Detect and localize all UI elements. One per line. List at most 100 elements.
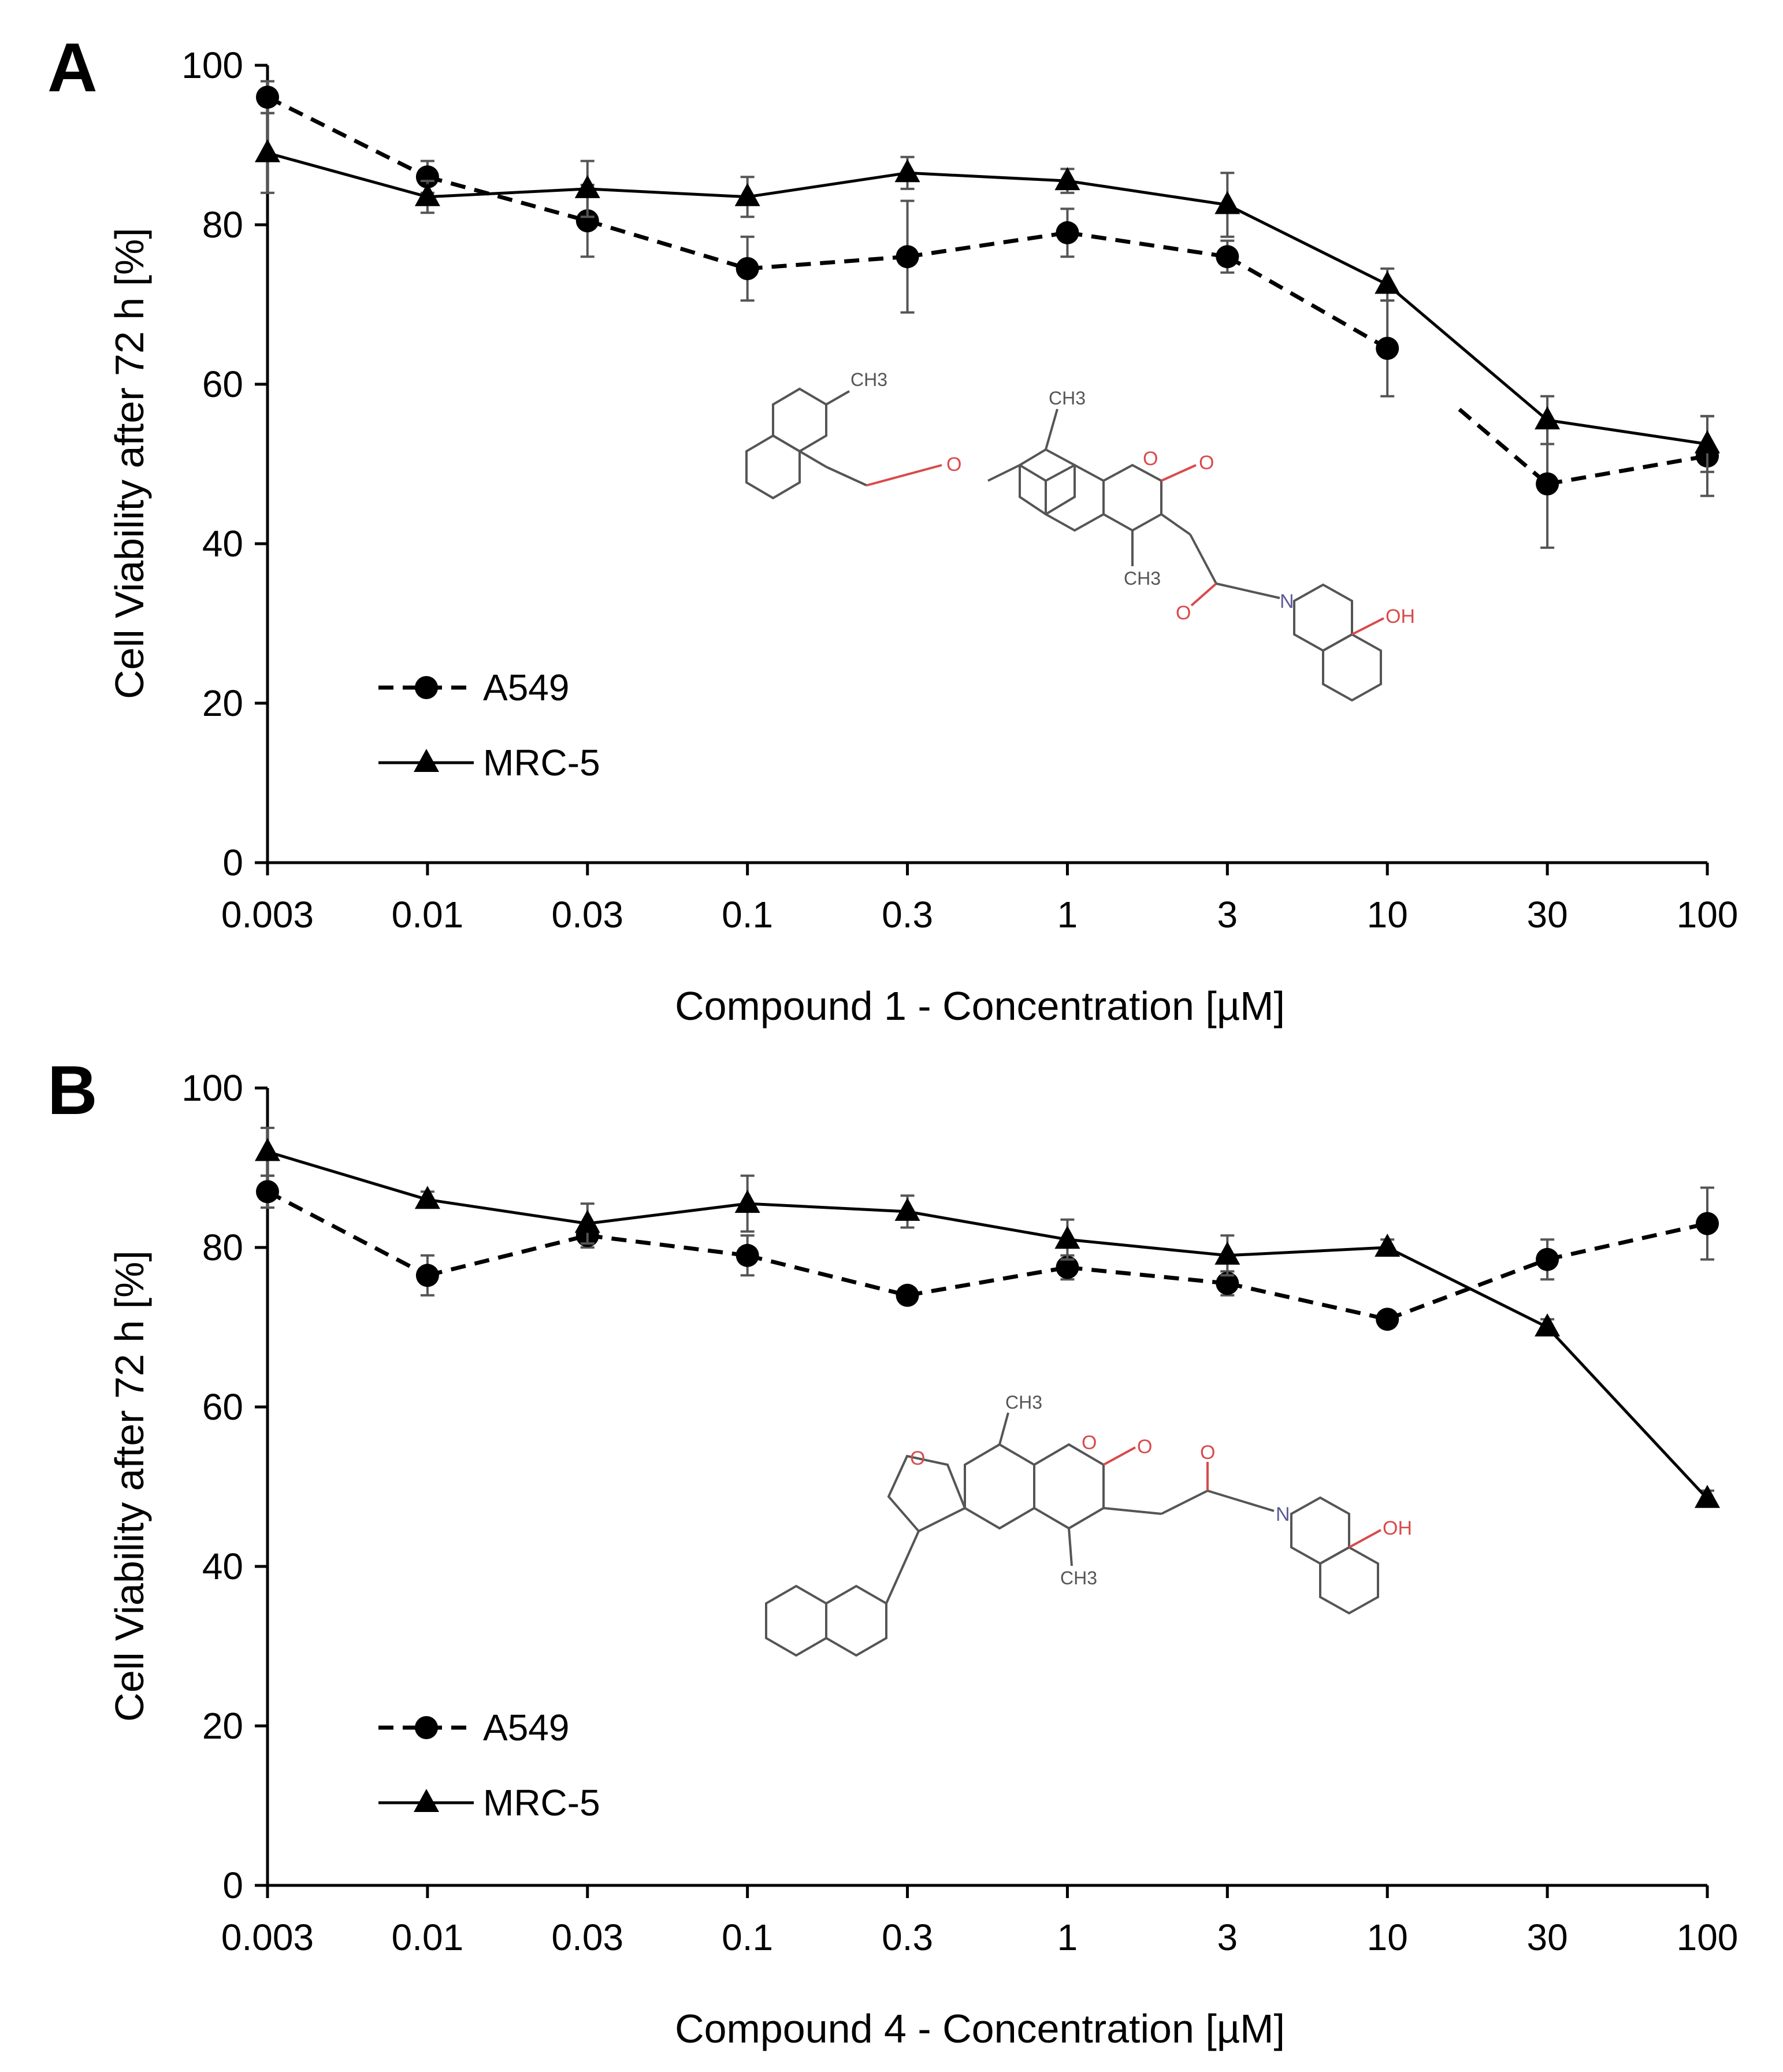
panel-a-a549-point bbox=[256, 86, 279, 109]
panel-letter-a: A bbox=[47, 29, 98, 106]
legend-mrc5-label-b: MRC-5 bbox=[483, 1782, 600, 1824]
panel-b-a549-point bbox=[1216, 1272, 1239, 1295]
panel-b-a549-line-segment bbox=[1227, 1281, 1388, 1321]
panel-b-mrc5-point bbox=[574, 1209, 600, 1233]
panel-a-mrc5-point bbox=[1695, 430, 1720, 454]
panel-a-y-tick-label: 40 bbox=[202, 523, 243, 565]
panel-a-y-tick-label: 80 bbox=[202, 204, 243, 246]
chem-label-o: O bbox=[946, 454, 961, 476]
panel-a-mrc5-point bbox=[1054, 167, 1080, 191]
panel-a-x-tick-label: 100 bbox=[1677, 894, 1739, 935]
panel-a-y-tick-label: 0 bbox=[222, 842, 243, 883]
chem-label-o: O bbox=[1082, 1432, 1097, 1454]
panel-b-y-tick-label: 60 bbox=[202, 1386, 243, 1428]
panel-b-mrc5-point bbox=[255, 1138, 280, 1161]
panel-b-mrc5-point bbox=[1535, 1313, 1561, 1336]
panel-b-a549-point bbox=[256, 1180, 279, 1204]
panel-b-x-tick-label: 1 bbox=[1057, 1917, 1078, 1958]
panel-a-mrc5-line-segment bbox=[427, 187, 588, 199]
chem-label-ch3: CH3 bbox=[1005, 1392, 1042, 1413]
chem-label-ch3: CH3 bbox=[1049, 388, 1086, 409]
panel-b-a549-line-segment bbox=[1547, 1221, 1708, 1262]
panel-b-x-tick-label: 0.1 bbox=[722, 1917, 773, 1958]
panel-a-a549-line-segment bbox=[266, 95, 429, 179]
panel-b-x-tick-label: 0.003 bbox=[221, 1917, 314, 1958]
chem-label-oh: OH bbox=[1383, 1517, 1412, 1539]
panel-a-mrc5-point bbox=[414, 183, 440, 206]
panel-b-y-tick-label: 100 bbox=[181, 1067, 243, 1109]
chem-label-ch3: CH3 bbox=[1060, 1568, 1097, 1588]
panel-a-mrc5-line-segment bbox=[747, 171, 908, 199]
panel-a-mrc5-point bbox=[574, 174, 600, 198]
chem-label-o: O bbox=[1199, 452, 1214, 474]
panel-b-mrc5-point bbox=[1214, 1241, 1240, 1265]
chem-label-o: O bbox=[1176, 602, 1191, 624]
panel-b-mrc5-line-segment bbox=[267, 1150, 428, 1201]
panel-b-a549-line-segment bbox=[907, 1265, 1068, 1298]
legend-a549-marker-b bbox=[415, 1716, 438, 1739]
legend-a549-label-b: A549 bbox=[483, 1707, 569, 1748]
panel-a-mrc5-point bbox=[255, 139, 280, 162]
panel-b-y-tick-label: 20 bbox=[202, 1705, 243, 1747]
legend-mrc5-label-a: MRC-5 bbox=[483, 742, 600, 784]
panel-a-a549-line-segment bbox=[1547, 454, 1708, 486]
panel-a-mrc5-line-segment bbox=[907, 171, 1068, 183]
panel-a-y-tick-label: 100 bbox=[181, 44, 243, 86]
panel-b-a549-point bbox=[415, 1264, 439, 1287]
y-axis-title-a: Cell Viability after 72 h [%] bbox=[107, 228, 152, 699]
panel-b-x-tick-label: 10 bbox=[1367, 1917, 1408, 1958]
panel-a-a549-point bbox=[415, 165, 439, 189]
chemical-structure-compound-1: CH3 CH3 CH3 O O O O N OH bbox=[745, 369, 1415, 702]
panel-b-a549-line-segment bbox=[266, 1190, 429, 1278]
panel-b-x-tick-label: 0.03 bbox=[551, 1917, 623, 1958]
panel-a-x-tick-label: 0.3 bbox=[882, 894, 933, 935]
panel-b-mrc5-line-segment bbox=[1387, 1246, 1548, 1329]
legend-mrc5-marker-a bbox=[414, 749, 439, 772]
panel-a-a549-point bbox=[1056, 221, 1079, 244]
panel-a-x-tick-label: 0.03 bbox=[551, 894, 623, 935]
panel-a-a549-line-segment bbox=[1067, 231, 1228, 259]
legend-mrc5-marker-b bbox=[414, 1789, 439, 1812]
panel-b-a549-point bbox=[896, 1283, 919, 1307]
panel-a-mrc5-point bbox=[894, 159, 920, 183]
legend-b: A549 MRC-5 bbox=[378, 1707, 600, 1824]
x-axis-title-b: Compound 4 - Concentration [µM] bbox=[675, 2006, 1285, 2051]
panel-a-x-tick-label: 0.1 bbox=[722, 894, 773, 935]
chem-label-n: N bbox=[1280, 591, 1294, 612]
panel-a-x-tick-label: 1 bbox=[1057, 894, 1078, 935]
panel-a-a549-line-segment bbox=[1226, 255, 1388, 350]
panel-a-a549-point bbox=[1376, 336, 1399, 360]
panel-a-a549-line-segment bbox=[426, 174, 588, 223]
x-axis-title-a: Compound 1 - Concentration [µM] bbox=[675, 983, 1285, 1028]
panel-b-y-tick-label: 80 bbox=[202, 1227, 243, 1268]
panel-a-mrc5-line-segment bbox=[267, 151, 428, 199]
chem-label-o: O bbox=[910, 1447, 925, 1469]
panel-a-a549-line-segment bbox=[747, 254, 908, 271]
panel-b-a549-line-segment bbox=[587, 1233, 748, 1258]
y-axis-title-b: Cell Viability after 72 h [%] bbox=[107, 1250, 152, 1722]
panel-b-x-tick-label: 100 bbox=[1677, 1917, 1739, 1958]
panel-b-mrc5-point bbox=[1375, 1234, 1401, 1257]
panel-a-a549-point bbox=[1536, 472, 1559, 496]
panel-b-a549-line-segment bbox=[1386, 1257, 1548, 1321]
panel-a-mrc5-line-segment bbox=[587, 187, 748, 199]
panel-b-a549-point bbox=[1536, 1247, 1559, 1271]
panel-a: A 0 20 40 60 80 100 0.003 0.01 0.03 0.1 0.3 1 3 10 30 1… bbox=[47, 29, 1738, 1028]
chem-label-ch3: CH3 bbox=[850, 369, 887, 390]
panel-a-mrc5-point bbox=[1535, 406, 1561, 430]
panel-b-mrc5-point bbox=[1695, 1484, 1720, 1508]
legend-a549-marker-a bbox=[415, 676, 438, 699]
panel-b-mrc5-point bbox=[894, 1197, 920, 1221]
panel-b-a549-point bbox=[736, 1243, 759, 1267]
panel-a-y-tick-label: 20 bbox=[202, 682, 243, 724]
panel-a-a549-line-segment bbox=[586, 218, 748, 271]
panel-a-a549-point bbox=[1216, 245, 1239, 269]
chem-label-ch3: CH3 bbox=[1124, 568, 1161, 589]
panel-a-a549-point bbox=[736, 257, 759, 280]
panel-a-mrc5-line-segment bbox=[1386, 283, 1548, 422]
panel-b-mrc5-point bbox=[414, 1186, 440, 1209]
panel-a-mrc5-point bbox=[1214, 191, 1240, 214]
panel-b-a549-point bbox=[1056, 1256, 1079, 1279]
panel-a-mrc5-line-segment bbox=[1227, 203, 1388, 286]
